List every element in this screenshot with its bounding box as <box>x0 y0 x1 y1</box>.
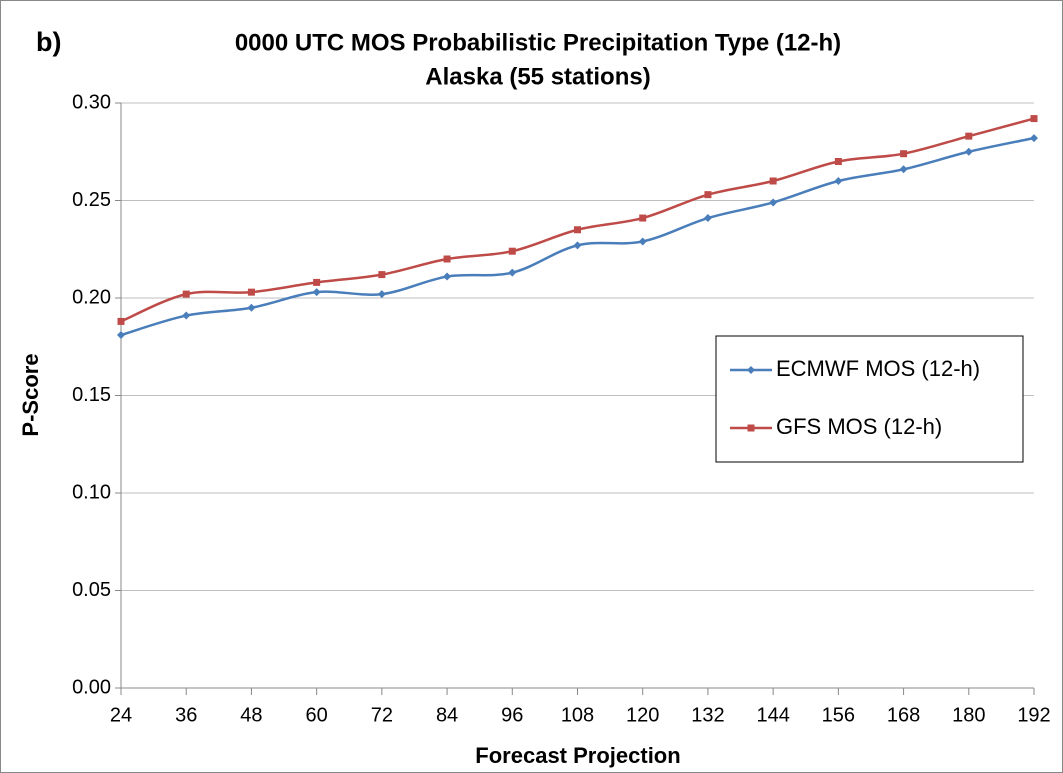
marker <box>900 150 908 158</box>
marker <box>899 165 908 174</box>
marker <box>182 290 190 298</box>
marker <box>965 132 973 140</box>
x-tick-label: 60 <box>306 704 328 726</box>
x-axis-label: Forecast Projection <box>475 743 680 768</box>
marker <box>573 241 582 250</box>
marker <box>377 290 386 299</box>
marker <box>834 177 843 185</box>
marker <box>247 303 256 312</box>
marker <box>247 288 255 296</box>
y-tick-label: 0.15 <box>72 384 111 406</box>
x-tick-label: 96 <box>501 704 523 726</box>
x-tick-label: 108 <box>561 704 594 726</box>
panel-label: b) <box>36 27 61 57</box>
x-tick-label: 24 <box>110 704 132 726</box>
x-tick-label: 48 <box>240 704 262 726</box>
marker <box>703 214 712 223</box>
marker <box>834 158 842 165</box>
marker <box>508 247 516 255</box>
marker <box>964 147 973 156</box>
x-tick-label: 84 <box>436 704 458 726</box>
y-tick-label: 0.05 <box>72 579 111 601</box>
marker <box>312 288 321 297</box>
x-tick-label: 156 <box>822 704 855 726</box>
marker <box>639 214 647 222</box>
x-tick-label: 192 <box>1017 704 1050 726</box>
marker <box>1030 115 1038 123</box>
y-tick-label: 0.10 <box>72 481 111 503</box>
marker <box>443 272 452 281</box>
marker <box>117 331 125 340</box>
y-tick-label: 0.00 <box>72 676 111 698</box>
marker <box>117 317 125 325</box>
marker <box>769 198 778 207</box>
y-tick-label: 0.20 <box>72 286 111 308</box>
marker <box>769 177 777 185</box>
marker <box>704 191 712 199</box>
legend-marker <box>747 366 755 374</box>
marker <box>443 255 451 263</box>
legend-marker <box>747 424 755 432</box>
marker <box>313 278 321 286</box>
legend-label: ECMWF MOS (12-h) <box>776 356 980 381</box>
x-tick-label: 132 <box>691 704 724 726</box>
marker <box>182 311 191 320</box>
x-tick-label: 72 <box>371 704 393 726</box>
x-tick-label: 168 <box>887 704 920 726</box>
marker <box>574 226 581 234</box>
chart-subtitle: Alaska (55 stations) <box>425 63 650 90</box>
marker <box>638 237 647 246</box>
marker <box>378 271 386 279</box>
marker <box>508 268 517 277</box>
chart-title: 0000 UTC MOS Probabilistic Precipitation… <box>235 29 841 56</box>
y-tick-label: 0.30 <box>72 91 111 113</box>
marker <box>1030 134 1038 143</box>
x-tick-label: 144 <box>756 704 789 726</box>
y-axis-label: P-Score <box>18 353 43 436</box>
y-tick-label: 0.25 <box>72 189 111 211</box>
x-tick-label: 36 <box>175 704 197 726</box>
legend-box <box>715 335 1024 463</box>
x-tick-label: 120 <box>626 704 659 726</box>
x-tick-label: 180 <box>952 704 985 726</box>
legend-label: GFS MOS (12-h) <box>776 414 942 439</box>
